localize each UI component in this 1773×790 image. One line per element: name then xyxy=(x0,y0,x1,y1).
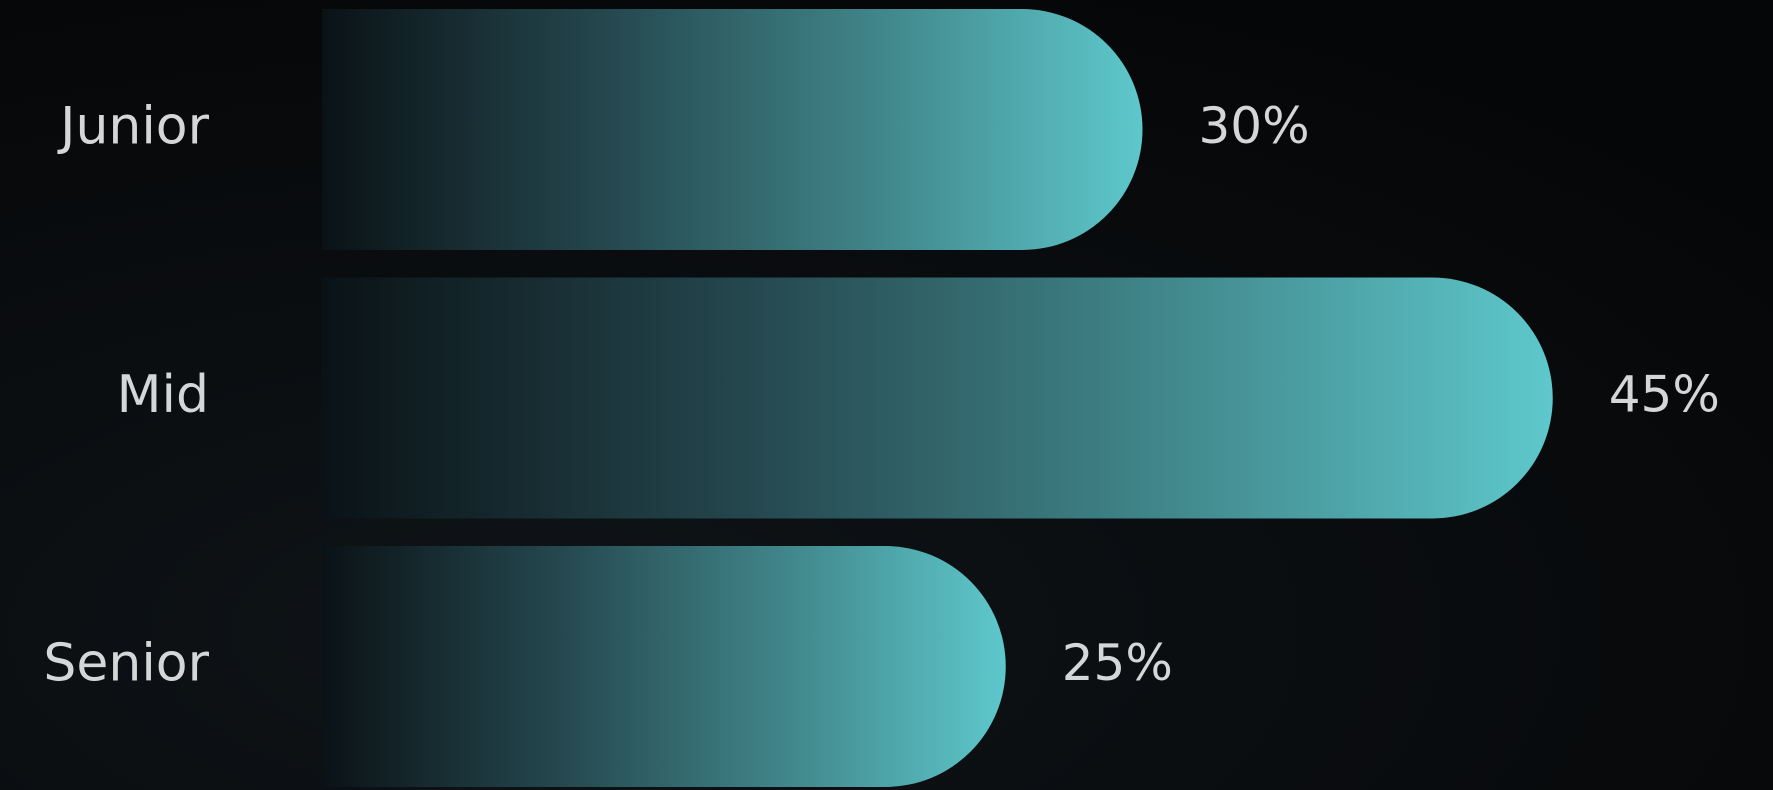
bar xyxy=(322,9,1143,250)
value-label: 30% xyxy=(1199,97,1310,155)
bar xyxy=(322,546,1006,787)
bar xyxy=(322,277,1553,519)
category-label: Mid xyxy=(117,365,209,425)
category-label: Junior xyxy=(57,97,210,157)
value-label: 25% xyxy=(1062,634,1173,692)
value-label: 45% xyxy=(1609,366,1720,424)
category-label: Senior xyxy=(43,634,209,694)
